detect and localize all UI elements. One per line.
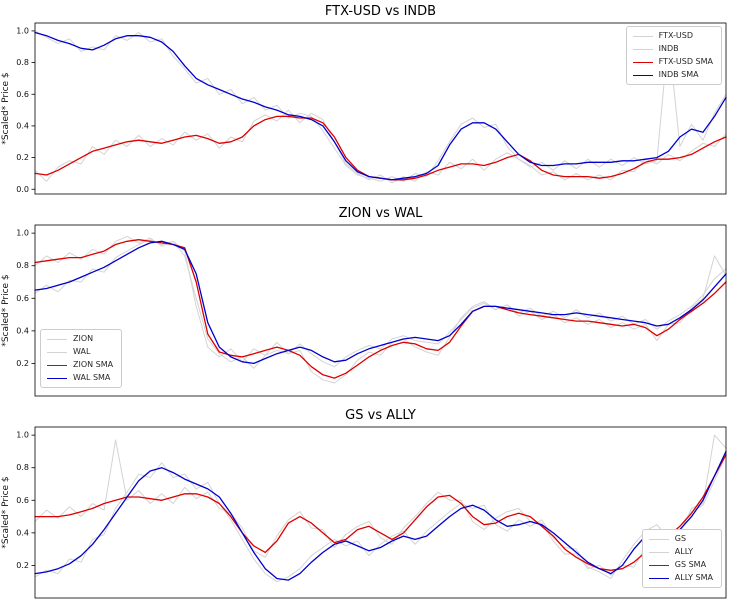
series-wal-line (34, 239, 727, 369)
series-indb-line (34, 30, 727, 182)
y-tick-label: 0.4 (16, 326, 29, 335)
y-tick-label: 0.8 (16, 58, 29, 67)
legend-line-sample (47, 364, 67, 366)
legend-entry: FTX-USD SMA (632, 57, 713, 67)
y-tick-label: 0.6 (16, 294, 29, 303)
y-axis-label: *Scaled* Price $ (1, 72, 11, 144)
series-gs-sma-line (34, 454, 727, 571)
legend-label: INDB SMA (658, 70, 699, 79)
y-axis-label: *Scaled* Price $ (1, 476, 11, 548)
legend-entry: ZION SMA (47, 360, 113, 370)
chart-zion-vs-wal: ZION vs WAL 0.2 0.4 0.6 0.8 1.0 *Scaled* Pric… (0, 202, 730, 404)
y-tick-label: 0.4 (16, 121, 29, 130)
legend: FTX-USD INDB FTX-USD SMA INDB SMA (625, 26, 722, 85)
legend-entry: GS (648, 534, 713, 544)
y-tick-label: 0.2 (16, 359, 29, 368)
legend-line-sample (632, 48, 653, 50)
legend-line-sample (648, 564, 669, 566)
chart-title: GS vs ALLY (345, 408, 416, 423)
legend-line-sample (648, 551, 669, 553)
series-ally-line (34, 454, 727, 583)
plot-area-gs-vs-ally: 0.2 0.4 0.6 0.8 1.0 *Scaled* Price $ (1, 426, 727, 599)
series-wal-sma-line (34, 240, 727, 365)
plot-wrap: 0.2 0.4 0.6 0.8 1.0 *Scaled* Price $ ZION WAL Z… (0, 222, 730, 404)
legend-label: ALLY SMA (674, 573, 713, 582)
legend: ZION WAL ZION SMA WAL SMA (40, 329, 123, 388)
legend-label: WAL (73, 347, 91, 356)
legend-entry: ZION (47, 334, 113, 344)
legend-line-sample (632, 61, 653, 63)
plot-wrap: 0.0 0.2 0.4 0.6 0.8 1.0 *Scaled* Price $ FTX-U… (0, 20, 730, 202)
series-gs-line (34, 434, 727, 576)
legend-label: GS (674, 534, 687, 543)
legend-entry: WAL SMA (47, 373, 113, 383)
legend-entry: WAL (47, 347, 113, 357)
legend-label: ZION (73, 334, 94, 343)
legend-label: GS SMA (674, 560, 707, 569)
y-tick-label: 1.0 (16, 229, 29, 238)
chart-gs-vs-ally: GS vs ALLY 0.2 0.4 0.6 0.8 1.0 *Scaled* Price… (0, 404, 730, 606)
chart-title: FTX-USD vs INDB (324, 4, 437, 19)
y-tick-label: 0.2 (16, 153, 29, 162)
legend-label: FTX-USD (658, 31, 694, 40)
y-tick-label: 0.6 (16, 90, 29, 99)
legend-line-sample (632, 35, 653, 37)
legend-entry: GS SMA (648, 560, 713, 570)
plot-area-ftx-usd-vs-indb: 0.0 0.2 0.4 0.6 0.8 1.0 *Scaled* Price $ (1, 22, 727, 195)
plot-spines (34, 224, 727, 397)
legend-entry: INDB (632, 44, 713, 54)
legend-label: FTX-USD SMA (658, 57, 713, 66)
legend-line-sample (648, 577, 669, 579)
plot-area-zion-vs-wal: 0.2 0.4 0.6 0.8 1.0 *Scaled* Price $ (1, 224, 727, 397)
legend-entry: ALLY SMA (648, 573, 713, 583)
series-zion-line (34, 235, 727, 384)
legend-label: INDB (658, 44, 679, 53)
legend-entry: INDB SMA (632, 70, 713, 80)
y-tick-label: 0.2 (16, 561, 29, 570)
y-tick-label: 0.8 (16, 261, 29, 270)
legend-label: ALLY (674, 547, 693, 556)
plot-spines (34, 426, 727, 599)
series-indb-sma-line (34, 31, 727, 181)
y-tick-label: 1.0 (16, 26, 29, 35)
legend-line-sample (47, 351, 67, 353)
legend-entry: FTX-USD (632, 31, 713, 41)
series-ally-sma-line (34, 450, 727, 581)
y-tick-label: 0.4 (16, 528, 29, 537)
series-zion-sma-line (34, 239, 727, 379)
chart-ftx-usd-vs-indb: FTX-USD vs INDB 0.0 0.2 0.4 0.6 0.8 1.0 *Scale… (0, 0, 730, 202)
y-axis-label: *Scaled* Price $ (1, 274, 11, 346)
plot-spines (34, 22, 727, 195)
legend: GS ALLY GS SMA ALLY SMA (641, 529, 722, 588)
y-tick-label: 0.0 (16, 185, 29, 194)
y-tick-label: 0.8 (16, 463, 29, 472)
legend-entry: ALLY (648, 547, 713, 557)
y-tick-label: 0.6 (16, 496, 29, 505)
y-tick-label: 1.0 (16, 431, 29, 440)
legend-line-sample (648, 538, 669, 540)
plot-wrap: 0.2 0.4 0.6 0.8 1.0 *Scaled* Price $ GS ALLY GS… (0, 424, 730, 606)
legend-line-sample (47, 377, 67, 379)
legend-line-sample (632, 74, 653, 76)
series-ftx-usd-line (34, 109, 727, 184)
legend-line-sample (47, 338, 67, 340)
legend-label: ZION SMA (73, 360, 114, 369)
chart-title: ZION vs WAL (338, 206, 423, 221)
legend-label: WAL SMA (73, 373, 111, 382)
